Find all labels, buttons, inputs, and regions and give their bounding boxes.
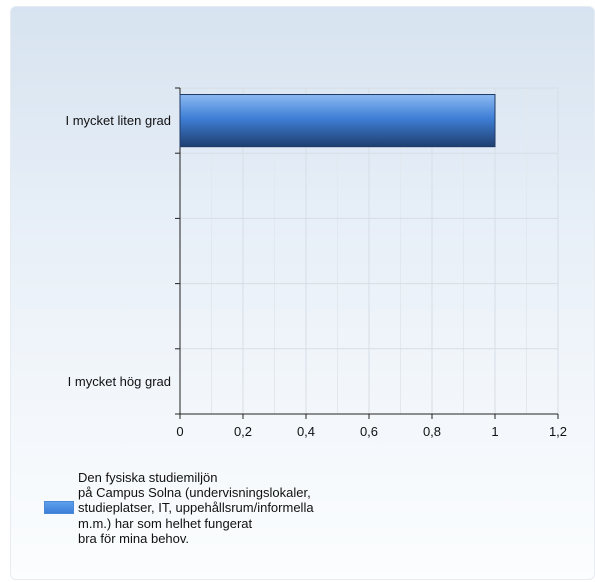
x-tick-label: 1 (491, 424, 498, 439)
bar (179, 94, 496, 148)
x-tick-label: 1,2 (549, 424, 567, 439)
y-category-label: I mycket hög grad (68, 374, 171, 389)
x-tick-label: 0,2 (234, 424, 252, 439)
y-category-label: I mycket liten grad (66, 113, 172, 128)
tick-labels: 0 0,2 0,4 0,6 0,8 1 1,2 I mycket liten grad I my… (66, 113, 568, 439)
legend-swatch (44, 501, 74, 515)
legend: Den fysiska studiemiljön på Campus Solna… (44, 470, 374, 546)
x-tick-label: 0,8 (423, 424, 441, 439)
x-tick-label: 0 (176, 424, 183, 439)
legend-label: Den fysiska studiemiljön på Campus Solna… (78, 470, 314, 546)
x-tick-label: 0,4 (297, 424, 315, 439)
bars (179, 94, 496, 148)
x-tick-label: 0,6 (360, 424, 378, 439)
